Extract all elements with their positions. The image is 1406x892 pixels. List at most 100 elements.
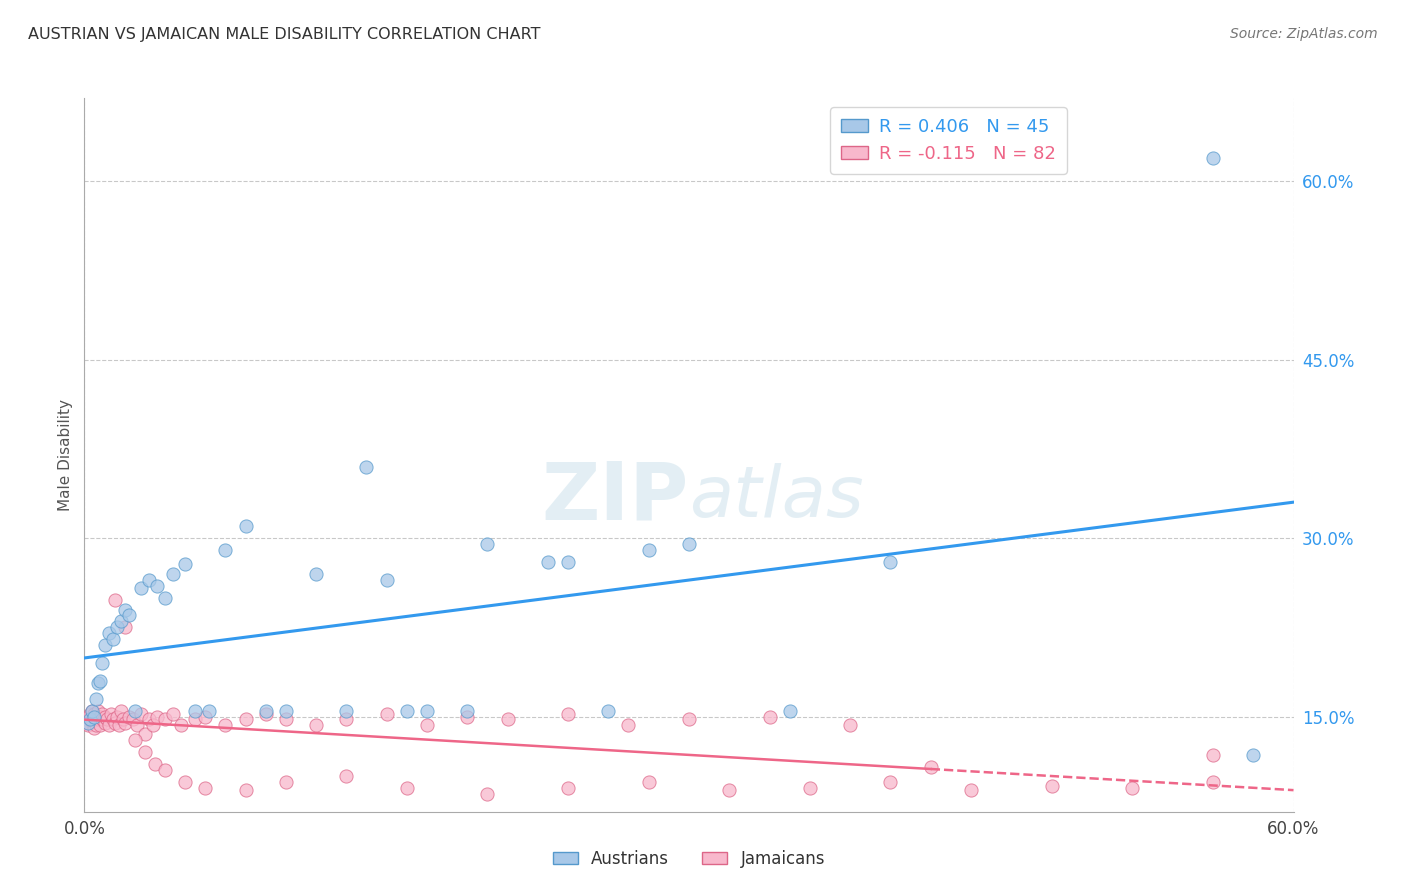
- Point: [138, 573, 160, 587]
- Point: [86, 718, 108, 732]
- Point: [153, 763, 176, 777]
- Point: [598, 704, 620, 718]
- Point: [75, 715, 97, 730]
- Point: [254, 704, 277, 718]
- Point: [153, 591, 176, 605]
- Point: [82, 704, 104, 718]
- Point: [235, 519, 257, 533]
- Point: [718, 783, 741, 797]
- Point: [537, 555, 560, 569]
- Point: [1202, 151, 1225, 165]
- Point: [274, 775, 297, 789]
- Point: [134, 745, 156, 759]
- Point: [496, 712, 519, 726]
- Point: [758, 709, 780, 723]
- Point: [637, 543, 659, 558]
- Point: [110, 615, 132, 629]
- Point: [83, 722, 105, 736]
- Point: [111, 712, 134, 726]
- Point: [104, 593, 127, 607]
- Point: [162, 707, 184, 722]
- Point: [105, 620, 128, 634]
- Point: [89, 709, 111, 723]
- Point: [107, 718, 129, 732]
- Point: [79, 707, 101, 722]
- Point: [1241, 747, 1264, 762]
- Point: [174, 775, 197, 789]
- Point: [779, 704, 801, 718]
- Point: [146, 709, 169, 723]
- Point: [87, 712, 110, 726]
- Point: [184, 712, 207, 726]
- Text: Source: ZipAtlas.com: Source: ZipAtlas.com: [1230, 27, 1378, 41]
- Point: [105, 709, 128, 723]
- Point: [637, 775, 659, 789]
- Point: [416, 704, 439, 718]
- Point: [375, 707, 398, 722]
- Point: [395, 780, 418, 795]
- Point: [118, 608, 141, 623]
- Point: [557, 707, 579, 722]
- Point: [456, 704, 478, 718]
- Point: [254, 707, 277, 722]
- Point: [114, 602, 136, 616]
- Point: [110, 704, 132, 718]
- Point: [125, 718, 148, 732]
- Point: [124, 733, 146, 747]
- Point: [124, 704, 146, 718]
- Point: [91, 712, 114, 726]
- Point: [235, 783, 257, 797]
- Point: [77, 715, 100, 730]
- Point: [146, 579, 169, 593]
- Point: [557, 780, 579, 795]
- Text: ZIP: ZIP: [541, 458, 689, 537]
- Point: [86, 691, 108, 706]
- Point: [75, 712, 97, 726]
- Point: [77, 709, 100, 723]
- Point: [1202, 747, 1225, 762]
- Point: [93, 638, 115, 652]
- Point: [79, 712, 101, 726]
- Point: [93, 709, 115, 723]
- Point: [162, 566, 184, 581]
- Point: [96, 712, 118, 726]
- Point: [82, 704, 104, 718]
- Point: [305, 718, 328, 732]
- Point: [118, 709, 141, 723]
- Point: [839, 718, 862, 732]
- Point: [214, 718, 236, 732]
- Point: [97, 718, 120, 732]
- Point: [87, 704, 110, 718]
- Point: [83, 707, 105, 722]
- Point: [198, 704, 221, 718]
- Point: [170, 718, 193, 732]
- Point: [335, 769, 357, 783]
- Point: [879, 775, 901, 789]
- Point: [100, 707, 122, 722]
- Point: [142, 718, 165, 732]
- Point: [77, 718, 100, 732]
- Point: [274, 704, 297, 718]
- Point: [89, 673, 111, 688]
- Point: [101, 632, 124, 647]
- Point: [91, 707, 114, 722]
- Point: [129, 707, 152, 722]
- Legend: Austrians, Jamaicans: Austrians, Jamaicans: [546, 844, 832, 875]
- Point: [1202, 775, 1225, 789]
- Point: [214, 543, 236, 558]
- Point: [335, 704, 357, 718]
- Text: AUSTRIAN VS JAMAICAN MALE DISABILITY CORRELATION CHART: AUSTRIAN VS JAMAICAN MALE DISABILITY COR…: [28, 27, 541, 42]
- Point: [416, 718, 439, 732]
- Point: [114, 715, 136, 730]
- Point: [121, 712, 143, 726]
- Point: [678, 537, 700, 551]
- Point: [138, 712, 160, 726]
- Point: [79, 712, 101, 726]
- Point: [557, 555, 579, 569]
- Point: [153, 712, 176, 726]
- Point: [93, 715, 115, 730]
- Point: [477, 537, 499, 551]
- Point: [456, 709, 478, 723]
- Point: [104, 715, 127, 730]
- Point: [960, 783, 983, 797]
